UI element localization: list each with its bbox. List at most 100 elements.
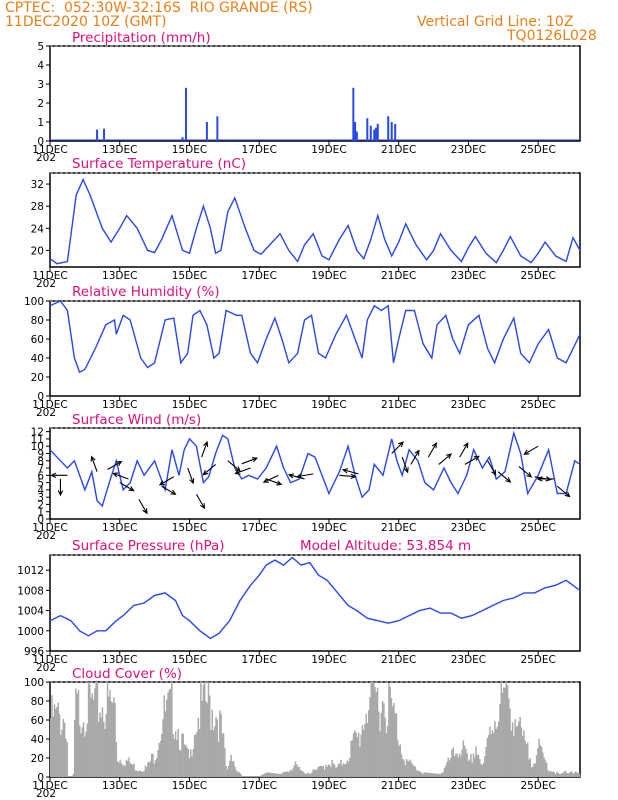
- cloud-cover-bar: [84, 736, 86, 777]
- cloud-cover-bar: [309, 773, 312, 777]
- wind-arrow: [119, 482, 135, 492]
- cloud-cover-bar: [296, 764, 298, 777]
- cloud-cover-bar: [477, 754, 480, 777]
- pressure-ytick-label: 1004: [17, 606, 44, 618]
- cloud-cover-bar: [159, 740, 162, 777]
- cloud-cover-bar: [429, 772, 432, 777]
- cloud-cover-bar: [434, 773, 437, 777]
- cloud-cover-bar: [219, 710, 221, 777]
- humidity-ytick-label: 40: [31, 353, 44, 365]
- wind-xtick-label: 25DEC: [520, 522, 555, 534]
- cloud-cover-bar: [96, 682, 99, 777]
- temperature-line: [49, 177, 581, 265]
- cloud-cover-bar: [220, 713, 222, 777]
- cloud-cover-bar: [313, 769, 316, 777]
- cloud-cover-bar: [215, 717, 217, 777]
- precipitation-bar: [181, 137, 184, 141]
- cloud-cover-bar: [273, 773, 275, 777]
- wind-arrow: [201, 440, 209, 458]
- wind-ytick-label: 9: [37, 448, 44, 460]
- wind-xtick-label: 19DEC: [311, 522, 346, 534]
- precipitation-bar: [366, 118, 369, 141]
- cloud-cover-bar: [431, 773, 433, 777]
- cloud-cover-bar: [395, 713, 398, 777]
- cloud-cover-bar: [171, 682, 173, 777]
- cloud-cover-bar: [130, 763, 133, 777]
- cloud-cover-bar: [143, 771, 145, 777]
- cloud-cover-bar: [293, 765, 296, 777]
- temperature-xtick-label: 21DEC: [381, 270, 416, 282]
- cloud-cover-bar: [534, 763, 537, 777]
- cloud-cover-bar: [375, 692, 378, 777]
- cloud-cover-bar: [519, 716, 521, 777]
- cloud-cover-bar: [436, 773, 438, 777]
- cloud-cover-bar: [80, 733, 82, 777]
- cloud-cover-bar: [251, 776, 254, 777]
- cloud-cover-bar: [211, 709, 213, 777]
- wind-arrow: [438, 453, 453, 465]
- cloud-cover-bar: [302, 771, 304, 777]
- cloud-cover-bar: [152, 753, 154, 777]
- wind-arrow: [112, 472, 129, 480]
- cloud-cover-bar: [400, 754, 403, 777]
- cloud-cover-bar: [426, 772, 428, 777]
- humidity-xtick-label: 19DEC: [311, 399, 346, 411]
- cloud-cover-bar: [99, 712, 101, 777]
- cloud-cover-bar: [446, 762, 448, 777]
- cloud-cover-bar: [52, 716, 54, 777]
- cloud-cover-bar: [481, 765, 484, 777]
- cloud-cover-bar: [474, 757, 476, 777]
- temperature-xtick-label: 13DEC: [102, 270, 137, 282]
- cloud-cover-bar: [345, 763, 347, 777]
- wind-arrow: [518, 466, 533, 478]
- cloud-cover-bar: [410, 762, 413, 777]
- wind-arrow: [459, 442, 469, 458]
- cloud-cover-bar: [254, 776, 256, 777]
- cloud-cover-bar: [476, 754, 478, 777]
- cloud-cover-bar: [311, 772, 313, 777]
- humidity-xtick-label: 15DEC: [172, 399, 207, 411]
- cloud-cover-bar: [338, 763, 341, 777]
- wind-arrow: [341, 468, 359, 475]
- precipitation-bar: [352, 87, 355, 141]
- cloud-cover-bar: [571, 771, 573, 777]
- cloud-cover-xtick-label: 13DEC: [102, 780, 137, 792]
- cloud-cover-bar: [147, 762, 149, 777]
- cloud-cover-bar: [157, 749, 159, 777]
- cloud-cover-bar: [438, 773, 441, 777]
- cloud-cover-bar: [154, 760, 157, 777]
- wind-xtick-label: 11DEC: [32, 522, 67, 534]
- cloud-cover-ytick-label: 40: [31, 734, 44, 746]
- cloud-cover-bar: [528, 759, 530, 777]
- cloud-cover-bar: [540, 746, 543, 777]
- cloud-cover-bar: [369, 697, 371, 777]
- cloud-cover-bar: [484, 756, 486, 777]
- cloud-cover-bar: [304, 773, 307, 777]
- cloud-cover-bar: [327, 764, 330, 777]
- cloud-cover-bar: [461, 749, 463, 777]
- cloud-cover-bar: [150, 753, 153, 777]
- cloud-cover-ytick-label: 20: [31, 753, 44, 765]
- precipitation-title: Precipitation (mm/h): [72, 30, 211, 46]
- precipitation-xtick-label: 19DEC: [311, 144, 346, 156]
- cloud-cover-bar: [317, 766, 319, 777]
- cloud-cover-bar: [58, 714, 61, 777]
- cloud-cover-bar: [274, 773, 277, 777]
- cloud-cover-bar: [463, 745, 466, 777]
- cloud-cover-bar: [462, 740, 465, 777]
- cloud-cover-bar: [246, 776, 249, 777]
- temperature-xtick-label: 15DEC: [172, 270, 207, 282]
- precipitation-xtick-label: 17DEC: [241, 144, 276, 156]
- temperature-xtick-label: 19DEC: [311, 270, 346, 282]
- cloud-cover-bar: [362, 729, 365, 777]
- cloud-cover-bar: [105, 714, 107, 777]
- cloud-cover-bar: [163, 695, 166, 777]
- cloud-cover-bar: [539, 745, 542, 777]
- cloud-cover-xtick-label: 21DEC: [381, 780, 416, 792]
- cloud-cover-bar: [229, 760, 231, 777]
- cloud-cover-bar: [371, 682, 374, 777]
- humidity-xtick-label: 21DEC: [381, 399, 416, 411]
- wind-arrow: [536, 476, 554, 482]
- precipitation-bar: [184, 87, 187, 141]
- humidity-xtick-label: 25DEC: [520, 399, 555, 411]
